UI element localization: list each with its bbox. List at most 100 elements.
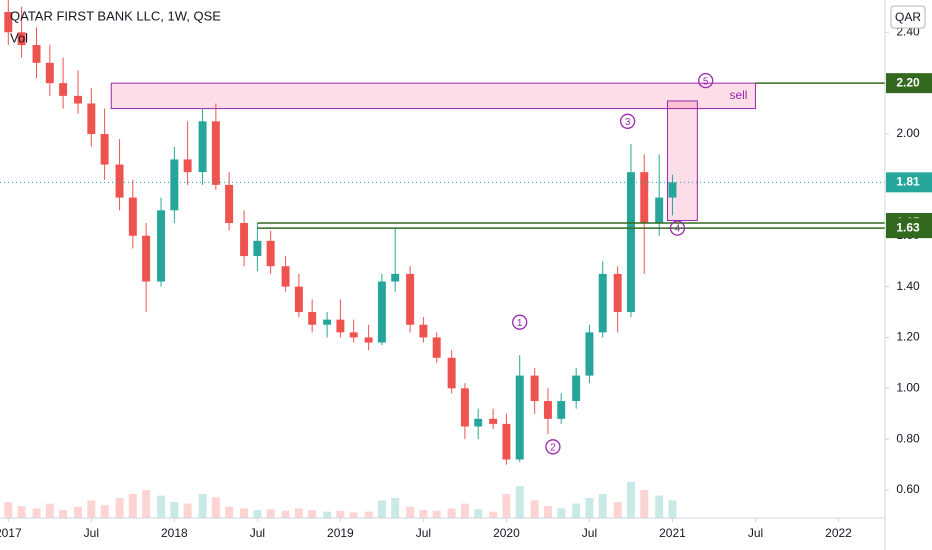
candle-body <box>432 337 441 358</box>
price-label-box <box>886 218 932 239</box>
volume-bar <box>266 509 275 518</box>
wave-marker <box>698 72 714 89</box>
volume-bar <box>4 502 13 518</box>
candle-body <box>668 182 677 198</box>
candle-body <box>460 388 469 427</box>
volume-bar <box>543 506 552 518</box>
volume-bar <box>294 508 303 518</box>
volume-bar <box>183 503 192 518</box>
volume-bar <box>198 494 207 518</box>
y-tick-label: 0.60 <box>896 482 920 496</box>
candle-body <box>572 375 581 402</box>
candle-body <box>211 121 220 185</box>
wave-label: 2 <box>550 442 556 453</box>
x-tick-label: Jul <box>416 526 431 540</box>
candle-body <box>142 235 151 282</box>
candle-body <box>32 45 41 63</box>
candle-body <box>585 332 594 376</box>
candle-body <box>308 312 317 325</box>
wave-label: 5 <box>703 76 709 87</box>
volume-bar <box>572 503 581 518</box>
wave-marker <box>545 439 561 455</box>
candle-body <box>557 401 566 419</box>
x-tick-label: 2021 <box>659 526 686 540</box>
candle-body <box>502 423 511 460</box>
volume-bar <box>115 498 124 518</box>
zone-label: sell <box>729 88 747 102</box>
wave-marker <box>512 314 528 330</box>
candle-body <box>655 197 664 224</box>
volume-bar <box>515 486 524 518</box>
candle-body <box>323 319 332 325</box>
y-tick-label: 1.20 <box>896 330 920 344</box>
wave-marker <box>669 220 686 236</box>
candle-body <box>419 324 428 338</box>
y-tick-label: 1.40 <box>896 279 920 293</box>
x-tick-label: 2020 <box>493 526 520 540</box>
volume-bar <box>240 508 249 518</box>
volume-bar <box>585 498 594 518</box>
y-tick-label: 0.80 <box>896 431 920 445</box>
candle-body <box>294 286 303 313</box>
volume-bar <box>489 511 498 518</box>
candle-body <box>225 184 234 224</box>
currency[interactable]: QAR <box>895 10 921 24</box>
volume-bar <box>170 502 179 518</box>
candle-body <box>59 83 68 96</box>
candle-body <box>198 121 207 173</box>
volume-bar <box>460 503 469 518</box>
price-label: 2.20 <box>896 75 920 89</box>
wave-label: 4 <box>675 224 681 235</box>
x-tick-label: 2017 <box>0 526 22 540</box>
wave-label: 3 <box>625 117 631 128</box>
volume-bar <box>406 506 415 518</box>
candle-body <box>4 11 13 33</box>
x-tick-label: 2022 <box>825 526 852 540</box>
volume-bar <box>323 511 332 518</box>
volume-bar <box>87 500 96 518</box>
volume-bar <box>432 510 441 518</box>
chart-title: QATAR FIRST BANK LLC, 1W, QSE <box>10 8 221 23</box>
x-tick-label: Jul <box>748 526 763 540</box>
y-tick-label: 2.00 <box>896 126 920 140</box>
volume-bar <box>17 506 26 518</box>
x-tick-label: Jul <box>582 526 597 540</box>
volume-bar <box>157 495 166 518</box>
volume-bar <box>655 495 664 518</box>
volume-bar <box>626 482 635 518</box>
candle-body <box>128 197 137 236</box>
price-label: 1.81 <box>896 175 920 189</box>
candle-body <box>183 159 192 173</box>
volume-bar <box>74 506 83 518</box>
candle-body <box>240 223 249 257</box>
currency-box[interactable] <box>890 5 926 29</box>
volume-bar <box>349 512 358 518</box>
wave-marker <box>619 113 636 129</box>
candle-body <box>336 319 345 333</box>
volume-bar <box>225 506 234 518</box>
zone <box>110 82 756 110</box>
candle-body <box>530 375 539 402</box>
volume-bar <box>502 494 511 518</box>
candle-body <box>613 273 622 313</box>
x-tick-label: 2018 <box>161 526 188 540</box>
candle-body <box>349 332 358 338</box>
candle-body <box>515 375 524 460</box>
candle-body <box>100 134 109 165</box>
candle-body <box>170 159 179 211</box>
volume-bar <box>557 508 566 518</box>
volume-bar <box>613 502 622 518</box>
candle-body <box>406 273 415 325</box>
volume-bar <box>419 510 428 518</box>
candle-body <box>543 401 552 419</box>
volume-bar <box>32 508 41 518</box>
x-tick-label: 2019 <box>327 526 354 540</box>
volume-bar <box>364 511 373 518</box>
candle-body <box>474 418 483 427</box>
volume-bar <box>668 500 677 518</box>
volume-bar <box>142 490 151 518</box>
candle-body <box>281 266 290 287</box>
y-tick-label: 1.00 <box>896 380 920 394</box>
candle-body <box>447 357 456 389</box>
